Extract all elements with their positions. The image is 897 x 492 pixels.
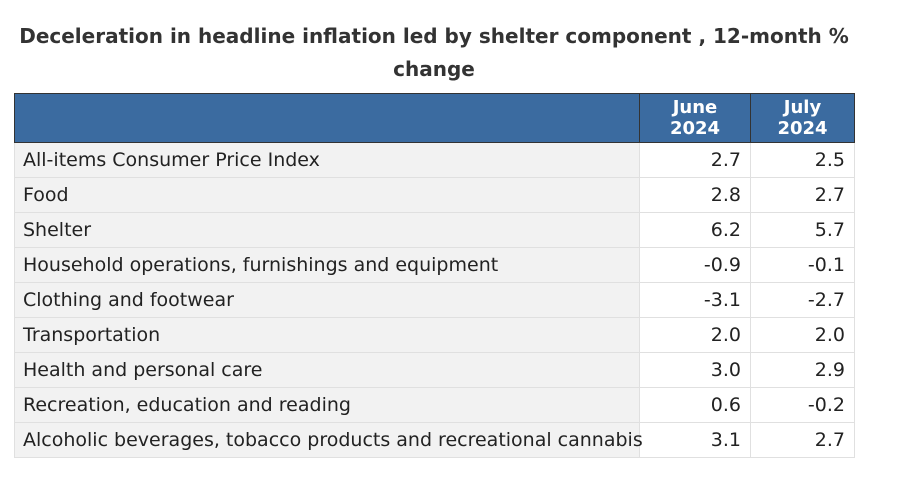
table-row: Household operations, furnishings and eq… — [14, 247, 855, 283]
column-header-category — [14, 93, 640, 143]
july-2024-value: -0.2 — [750, 387, 855, 423]
july-2024-value: -0.1 — [750, 247, 855, 283]
june-2024-value: -3.1 — [639, 282, 751, 318]
table-row: Alcoholic beverages, tobacco products an… — [14, 422, 855, 458]
row-label: Clothing and footwear — [14, 282, 640, 318]
table-row: All-items Consumer Price Index 2.7 2.5 — [14, 142, 855, 178]
row-label: Food — [14, 177, 640, 213]
july-2024-value: 5.7 — [750, 212, 855, 248]
june-2024-value: 0.6 — [639, 387, 751, 423]
row-label: Household operations, furnishings and eq… — [14, 247, 640, 283]
table-row: Health and personal care 3.0 2.9 — [14, 352, 855, 388]
july-2024-value: 2.7 — [750, 177, 855, 213]
row-label: Recreation, education and reading — [14, 387, 640, 423]
row-label: Health and personal care — [14, 352, 640, 388]
july-2024-value: 2.7 — [750, 422, 855, 458]
row-label: Alcoholic beverages, tobacco products an… — [14, 422, 643, 458]
row-label: Shelter — [14, 212, 640, 248]
table-row: Shelter 6.2 5.7 — [14, 212, 855, 248]
june-2024-value: 2.7 — [639, 142, 751, 178]
table-row: Clothing and footwear -3.1 -2.7 — [14, 282, 855, 318]
june-2024-value: -0.9 — [639, 247, 751, 283]
june-2024-value: 6.2 — [639, 212, 751, 248]
row-label: All-items Consumer Price Index — [14, 142, 640, 178]
cpi-table: June 2024 July 2024 All-items Consumer P… — [14, 93, 855, 458]
june-2024-value: 3.1 — [639, 422, 751, 458]
table-row: Food 2.8 2.7 — [14, 177, 855, 213]
july-2024-value: 2.9 — [750, 352, 855, 388]
july-2024-value: 2.5 — [750, 142, 855, 178]
june-2024-value: 3.0 — [639, 352, 751, 388]
header-row: June 2024 July 2024 — [14, 93, 855, 143]
table-title: Deceleration in headline inflation led b… — [19, 24, 849, 81]
june-2024-value: 2.8 — [639, 177, 751, 213]
table-row: Recreation, education and reading 0.6 -0… — [14, 387, 855, 423]
column-header-june-2024: June 2024 — [639, 93, 751, 143]
column-header-july-2024: July 2024 — [750, 93, 855, 143]
june-2024-value: 2.0 — [639, 317, 751, 353]
table-row: Transportation 2.0 2.0 — [14, 317, 855, 353]
july-2024-value: -2.7 — [750, 282, 855, 318]
july-2024-value: 2.0 — [750, 317, 855, 353]
row-label: Transportation — [14, 317, 640, 353]
